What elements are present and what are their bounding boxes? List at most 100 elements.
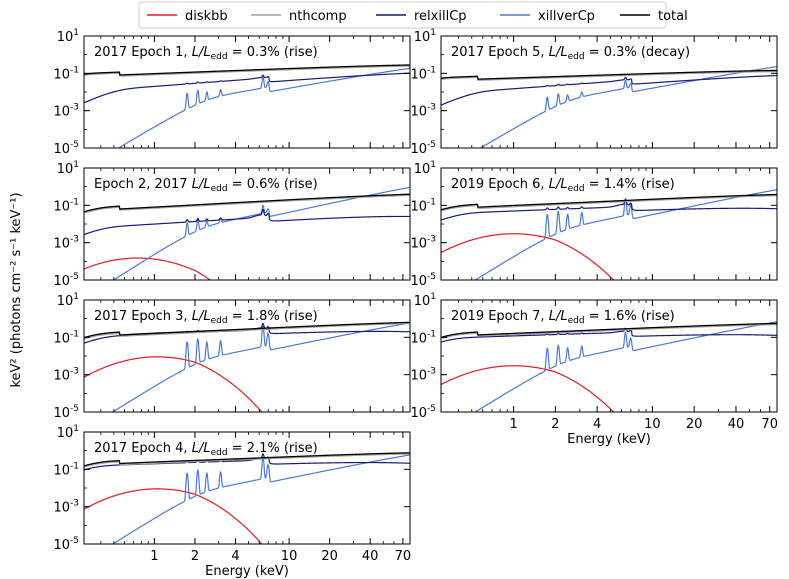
series-relxillCp-p7 <box>441 327 777 343</box>
ytick-label-p5: 101 <box>414 28 436 45</box>
xtick-label-p4: 4 <box>231 549 239 564</box>
series-xillverCp-p5 <box>479 65 777 148</box>
ytick-label-p7: 10-3 <box>410 367 436 384</box>
xtick-label-p7: 4 <box>593 417 601 432</box>
curves-p7 <box>441 321 777 412</box>
series-relxillCp-p5 <box>441 74 777 106</box>
legend-label-diskbb: diskbb <box>185 9 228 24</box>
ytick-label-p2: 101 <box>57 160 79 177</box>
curves-p3 <box>84 321 410 412</box>
series-diskbb-p4 <box>84 488 263 544</box>
panel-title-p4: 2017 Epoch 4, L/Ledd = 2.1% (rise) <box>94 441 318 458</box>
series-relxillCp-p3 <box>84 322 410 344</box>
curves-p5 <box>441 65 777 148</box>
panel-p7: 10-5 10-3 10-1 101 1 2 4 10 20 40 70 Energy (keV) 20… <box>410 292 778 447</box>
panel-p1: 10-5 10-3 10-1 101 2017 Epoch 1, L/Ledd = 0.… <box>53 28 411 157</box>
ytick-label-p5: 10-5 <box>410 140 436 157</box>
ytick-label-p6: 10-1 <box>410 197 436 214</box>
ytick-label-p2: 10-3 <box>53 235 79 252</box>
curves-p2 <box>84 186 410 280</box>
xtick-label-p7: 70 <box>761 417 778 432</box>
series-total-p2 <box>84 193 410 213</box>
series-nthcomp-p1 <box>84 65 410 77</box>
ytick-label-p7: 101 <box>414 292 436 309</box>
xtick-label-p7: 1 <box>509 417 517 432</box>
panel-title-p6: 2019 Epoch 6, L/Ledd = 1.4% (rise) <box>451 177 675 194</box>
curves-p6 <box>441 189 777 280</box>
series-nthcomp-p5 <box>441 70 777 81</box>
ytick-label-p3: 10-5 <box>53 404 79 421</box>
series-relxillCp-p1 <box>84 72 410 104</box>
series-nthcomp-p4 <box>84 453 410 468</box>
xtick-label-p4: 10 <box>281 549 298 564</box>
panel-title-p1: 2017 Epoch 1, L/Ledd = 0.3% (rise) <box>94 45 318 62</box>
panel-title-p5: 2017 Epoch 5, L/Ledd = 0.3% (decay) <box>451 45 690 62</box>
legend-label-total: total <box>658 9 688 24</box>
series-nthcomp-p7 <box>441 323 777 340</box>
ytick-label-p4: 10-5 <box>53 536 79 553</box>
panel-title-p3: 2017 Epoch 3, L/Ledd = 1.8% (rise) <box>94 309 318 326</box>
ytick-label-p4: 10-1 <box>53 461 79 478</box>
ytick-label-p2: 10-5 <box>53 272 79 289</box>
ytick-label-p3: 10-3 <box>53 367 79 384</box>
ytick-label-p7: 10-5 <box>410 404 436 421</box>
series-xillverCp-p1 <box>117 67 410 148</box>
ytick-label-p5: 10-1 <box>410 65 436 82</box>
series-total-p4 <box>84 452 410 467</box>
ytick-label-p1: 10-5 <box>53 140 79 157</box>
series-xillverCp-p2 <box>112 186 410 280</box>
ytick-label-p2: 10-1 <box>53 197 79 214</box>
xtick-label-p4: 70 <box>395 549 412 564</box>
xtick-label-p4: 2 <box>191 549 199 564</box>
ytick-label-p3: 101 <box>57 292 79 309</box>
series-nthcomp-p3 <box>84 322 410 340</box>
legend: diskbb nthcomp relxillCp xillverCp total <box>138 1 688 29</box>
series-relxillCp-p4 <box>84 453 410 471</box>
series-diskbb-p2 <box>84 257 212 280</box>
series-nthcomp-p2 <box>84 194 410 214</box>
y-axis-label: keV² (photons cm⁻² s⁻¹ keV⁻¹) <box>9 192 24 387</box>
ytick-label-p4: 10-3 <box>53 499 79 516</box>
series-xillverCp-p7 <box>474 321 777 412</box>
panel-p4: 10-5 10-3 10-1 101 1 2 4 10 20 40 70 Energy (keV) 20… <box>53 424 411 579</box>
curves-p1 <box>84 64 410 148</box>
ytick-label-p6: 10-5 <box>410 272 436 289</box>
legend-label-relxillCp: relxillCp <box>414 9 467 24</box>
series-xillverCp-p3 <box>111 322 410 412</box>
series-xillverCp-p4 <box>111 454 410 544</box>
series-relxillCp-p2 <box>84 208 410 236</box>
series-diskbb-p6 <box>441 233 615 280</box>
xtick-label-p4: 40 <box>362 549 379 564</box>
panel-p3: 10-5 10-3 10-1 101 2017 Epoch 3, L/Ledd = 1.… <box>53 292 411 421</box>
series-total-p7 <box>441 322 777 339</box>
series-xillverCp-p6 <box>474 189 777 280</box>
xtick-label-p7: 20 <box>686 417 703 432</box>
series-total-p5 <box>441 69 777 80</box>
ytick-label-p7: 10-1 <box>410 329 436 346</box>
series-diskbb-p3 <box>84 356 263 412</box>
series-total-p3 <box>84 321 410 339</box>
panel-p2: 10-5 10-3 10-1 101 Epoch 2, 2017 L/Ledd = 0.… <box>53 160 411 289</box>
series-relxillCp-p6 <box>441 198 777 221</box>
series-total-p1 <box>84 64 410 76</box>
series-total-p6 <box>441 193 777 211</box>
ytick-label-p6: 10-3 <box>410 235 436 252</box>
xtick-label-p7: 40 <box>728 417 745 432</box>
xtick-label-p4: 1 <box>150 549 158 564</box>
ytick-label-p5: 10-3 <box>410 103 436 120</box>
xtick-label-p4: 20 <box>321 549 338 564</box>
legend-label-xillverCp: xillverCp <box>538 9 595 24</box>
panel-title-p7: 2019 Epoch 7, L/Ledd = 1.6% (rise) <box>451 309 675 326</box>
ytick-label-p4: 101 <box>57 424 79 441</box>
series-diskbb-p7 <box>441 365 615 412</box>
panel-p6: 10-5 10-3 10-1 101 2019 Epoch 6, L/Ledd = 1.… <box>410 160 778 289</box>
curves-p4 <box>84 452 410 544</box>
xtick-label-p7: 10 <box>644 417 661 432</box>
ytick-label-p1: 101 <box>57 28 79 45</box>
x-axis-label-p4: Energy (keV) <box>205 564 289 579</box>
legend-label-nthcomp: nthcomp <box>289 9 347 24</box>
ytick-label-p1: 10-1 <box>53 65 79 82</box>
x-axis-label-p7: Energy (keV) <box>567 432 651 447</box>
